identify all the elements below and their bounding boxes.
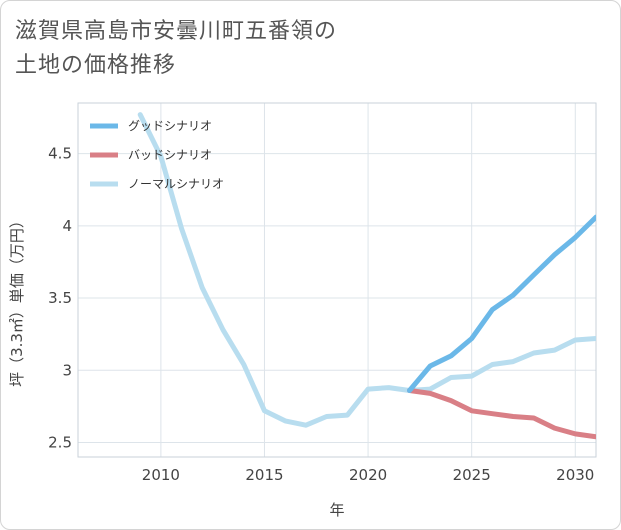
- y-tick-label: 3: [62, 361, 72, 379]
- series-lines: [137, 112, 596, 440]
- x-tick-label: 2010: [142, 466, 180, 484]
- y-tick-label: 4.5: [48, 145, 72, 163]
- y-tick-labels: 2.5 3 3.5 4 4.5: [48, 145, 72, 452]
- series-line-bad: [407, 388, 596, 440]
- x-axis-label: 年: [329, 501, 344, 519]
- plot-area: [77, 102, 597, 458]
- x-tick-label: 2025: [453, 466, 491, 484]
- y-tick-label: 4: [62, 217, 72, 235]
- chart-title-line-2: 土地の価格推移: [15, 53, 177, 78]
- legend-label-good: グッドシナリオ: [128, 119, 212, 133]
- y-tick-label: 3.5: [48, 289, 72, 307]
- x-tick-label: 2030: [556, 466, 594, 484]
- series-line-normal: [137, 112, 596, 428]
- series-line-good: [407, 214, 596, 393]
- chart-title: 滋賀県高島市安曇川町五番領の 土地の価格推移: [15, 15, 337, 83]
- x-tick-label: 2020: [349, 466, 387, 484]
- y-tick-label: 2.5: [48, 434, 72, 452]
- x-tick-labels: 2010 2015 2020 2025 2030: [142, 466, 595, 484]
- legend-label-normal: ノーマルシナリオ: [128, 177, 224, 191]
- legend-label-bad: バッドシナリオ: [128, 148, 212, 162]
- chart-title-line-1: 滋賀県高島市安曇川町五番領の: [15, 19, 338, 44]
- y-axis-label: 坪（3.3㎡）単価（万円）: [8, 213, 26, 387]
- x-tick-label: 2015: [245, 466, 283, 484]
